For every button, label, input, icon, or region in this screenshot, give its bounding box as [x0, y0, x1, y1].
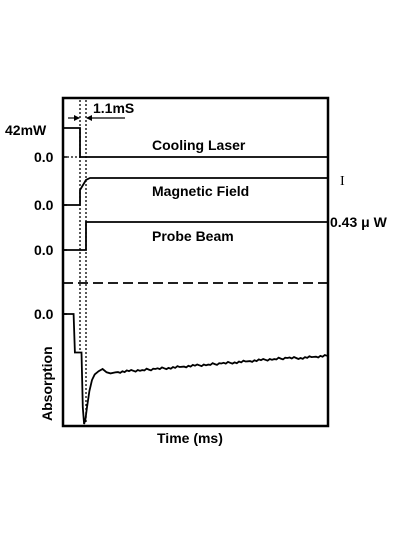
probe-beam-trace: [63, 221, 327, 251]
probe-beam-high-label: 0.43 μ W: [330, 214, 388, 230]
cooling-laser-series-label: Cooling Laser: [152, 137, 246, 153]
interval-label: 1.1mS: [93, 100, 134, 116]
cooling-laser-zero-label: 0.0: [34, 149, 54, 165]
interval-arrow-left-head: [74, 115, 80, 121]
plot-frame: [61, 96, 330, 428]
y-axis-label: Absorption: [39, 346, 55, 421]
marker-label: I: [340, 174, 345, 189]
cooling-laser-trace: [63, 127, 327, 158]
absorption-zero-label: 0.0: [34, 306, 54, 322]
probe-beam-series-label: Probe Beam: [152, 228, 234, 244]
x-axis-label: Time (ms): [157, 430, 223, 446]
magnetic-field-series-label: Magnetic Field: [152, 183, 249, 199]
interval-arrow-right-head: [86, 115, 92, 121]
probe-beam-zero-label: 0.0: [34, 242, 54, 258]
magnetic-field-trace: [63, 177, 327, 206]
magnetic-field-zero-label: 0.0: [34, 197, 54, 213]
cooling-laser-high-label: 42mW: [5, 122, 47, 138]
absorption-trace: [63, 313, 328, 425]
